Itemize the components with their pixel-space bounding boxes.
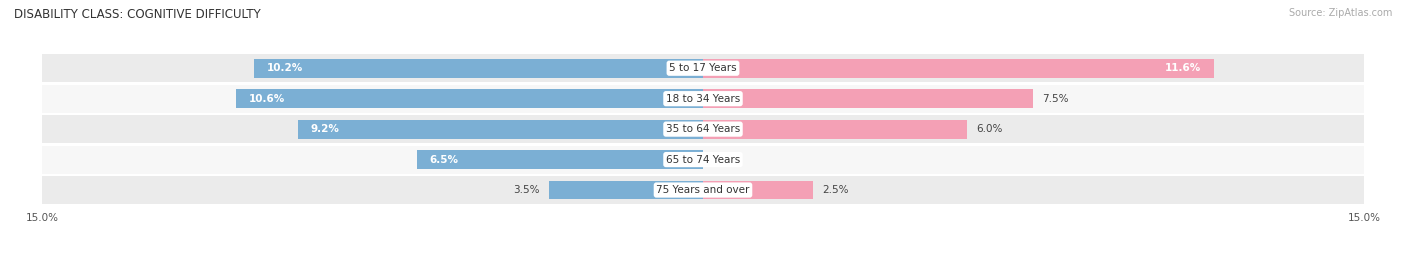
Bar	[42, 176, 1364, 204]
Text: 75 Years and over: 75 Years and over	[657, 185, 749, 195]
Text: 7.5%: 7.5%	[1042, 94, 1069, 104]
Bar	[42, 115, 1364, 143]
Bar	[42, 54, 1364, 82]
Text: 10.6%: 10.6%	[249, 94, 285, 104]
Bar	[42, 85, 1364, 113]
Text: 35 to 64 Years: 35 to 64 Years	[666, 124, 740, 134]
Text: 0.0%: 0.0%	[711, 155, 738, 165]
Bar	[236, 89, 703, 108]
Text: 2.5%: 2.5%	[823, 185, 848, 195]
Bar	[298, 120, 703, 139]
Text: 6.0%: 6.0%	[976, 124, 1002, 134]
Bar	[703, 59, 1213, 78]
Bar	[703, 180, 813, 200]
Text: 65 to 74 Years: 65 to 74 Years	[666, 155, 740, 165]
Bar	[42, 146, 1364, 174]
Bar	[548, 180, 703, 200]
Text: 18 to 34 Years: 18 to 34 Years	[666, 94, 740, 104]
Text: 3.5%: 3.5%	[513, 185, 540, 195]
Text: 9.2%: 9.2%	[311, 124, 340, 134]
Text: 11.6%: 11.6%	[1164, 63, 1201, 73]
Bar	[416, 150, 703, 169]
Bar	[253, 59, 703, 78]
Text: 5 to 17 Years: 5 to 17 Years	[669, 63, 737, 73]
Bar	[703, 89, 1033, 108]
Bar	[703, 120, 967, 139]
Text: Source: ZipAtlas.com: Source: ZipAtlas.com	[1288, 8, 1392, 18]
Text: DISABILITY CLASS: COGNITIVE DIFFICULTY: DISABILITY CLASS: COGNITIVE DIFFICULTY	[14, 8, 260, 21]
Text: 10.2%: 10.2%	[267, 63, 304, 73]
Text: 6.5%: 6.5%	[430, 155, 458, 165]
